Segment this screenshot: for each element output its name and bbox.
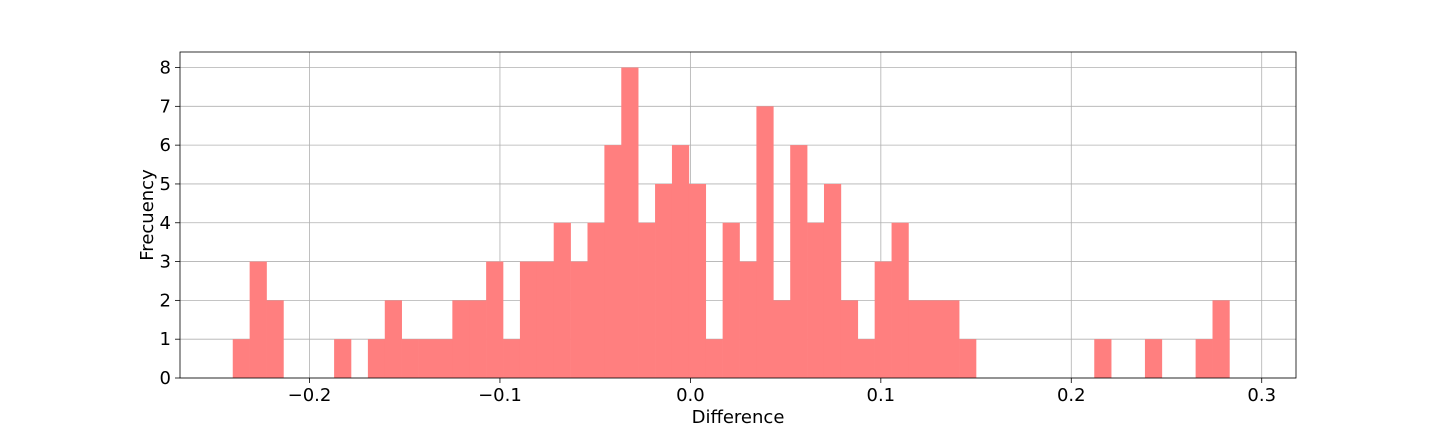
- histogram-bar: [655, 183, 673, 378]
- histogram-bars: [232, 67, 1230, 379]
- histogram-bar: [519, 261, 538, 378]
- histogram-bar: [570, 261, 588, 378]
- histogram-bar: [604, 145, 622, 378]
- histogram-bar: [688, 183, 707, 378]
- x-axis-label: Difference: [692, 407, 785, 428]
- histogram-bar: [452, 300, 470, 378]
- histogram-bar: [486, 261, 504, 378]
- x-axis-ticks: −0.2 −0.1 0.0 0.1 0.2 0.3: [288, 378, 1276, 406]
- histogram-bar: [232, 339, 250, 378]
- grid: [180, 52, 1296, 379]
- x-tick-label: 0.3: [1247, 385, 1276, 406]
- histogram-bar: [925, 300, 943, 378]
- histogram-bar: [807, 222, 825, 378]
- histogram-bar: [367, 339, 386, 378]
- histogram-bar: [334, 339, 352, 378]
- histogram-bar: [1144, 339, 1163, 378]
- histogram-bar: [621, 67, 639, 379]
- histogram-bar: [266, 300, 284, 378]
- histogram-bar: [959, 339, 977, 378]
- x-tick-label: −0.2: [288, 385, 332, 406]
- histogram-bar: [384, 300, 402, 378]
- y-tick-label: 4: [160, 213, 171, 234]
- histogram-bar: [722, 222, 740, 378]
- histogram-bar: [418, 339, 436, 378]
- x-tick-label: −0.1: [478, 385, 522, 406]
- histogram-bar: [249, 261, 267, 378]
- x-tick-label: 0.0: [676, 385, 705, 406]
- y-tick-label: 5: [160, 174, 171, 195]
- histogram-bar: [874, 261, 892, 378]
- histogram-bar: [942, 300, 960, 378]
- y-tick-label: 2: [160, 290, 171, 311]
- histogram-bar: [469, 300, 487, 378]
- x-tick-label: 0.1: [867, 385, 896, 406]
- histogram-bar: [857, 339, 875, 378]
- y-tick-label: 3: [160, 252, 171, 273]
- y-tick-label: 6: [160, 135, 171, 156]
- y-tick-label: 7: [160, 96, 171, 117]
- histogram-bar: [908, 300, 926, 378]
- histogram-bar: [790, 145, 808, 378]
- histogram-bar: [705, 339, 723, 378]
- histogram-bar: [1212, 300, 1230, 378]
- y-tick-label: 8: [160, 58, 171, 79]
- y-tick-label: 1: [160, 329, 171, 350]
- histogram-bar: [401, 339, 419, 378]
- y-axis-label: Frecuency: [137, 169, 158, 261]
- histogram-bar: [1195, 339, 1213, 378]
- histogram-bar: [435, 339, 453, 378]
- histogram-bar: [671, 145, 690, 378]
- histogram-bar: [536, 261, 555, 378]
- histogram-bar: [503, 339, 521, 378]
- histogram-bar: [553, 222, 571, 378]
- y-tick-label: 0: [160, 368, 171, 389]
- histogram-bar: [587, 222, 605, 378]
- x-tick-label: 0.2: [1057, 385, 1086, 406]
- histogram-bar: [773, 300, 791, 378]
- y-axis-ticks: 0 1 2 3 4 5 6 7 8: [160, 58, 180, 389]
- histogram-bar: [638, 222, 656, 378]
- histogram-bar: [1094, 339, 1112, 378]
- histogram-bar: [823, 183, 842, 378]
- histogram-bar: [756, 106, 774, 378]
- histogram-bar: [891, 222, 909, 378]
- histogram-bar: [739, 261, 757, 378]
- histogram-bar: [840, 300, 859, 378]
- plot-frame: [179, 51, 1297, 379]
